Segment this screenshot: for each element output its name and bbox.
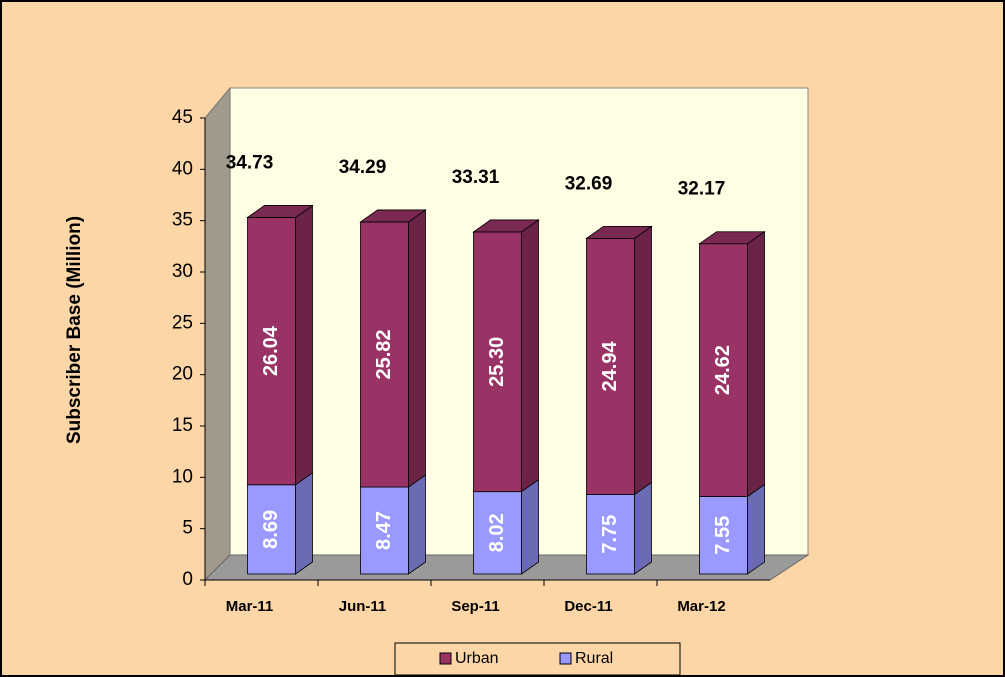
bar-side [634,481,652,575]
bar-side [747,483,765,575]
value-label: 8.47 [373,511,395,550]
bar-side [634,225,652,496]
value-label: 7.55 [712,516,734,555]
bar [473,231,522,493]
x-tick-label: Dec-11 [564,598,612,615]
y-tick-label: 30 [172,261,193,282]
value-label: 25.82 [373,329,395,379]
y-axis-label: Subscriber Base (Million) [64,216,85,444]
value-label: 8.69 [260,510,282,549]
y-tick-label: 25 [172,312,193,333]
bar-top [246,205,314,218]
x-tick-label: Mar-12 [677,598,725,615]
bar-side [521,478,539,575]
value-label: 7.75 [599,515,621,554]
y-tick-label: 40 [172,158,193,179]
bar-top [472,219,540,233]
bar [360,486,409,575]
value-label: 25.30 [486,337,508,387]
value-label: 26.04 [260,325,282,376]
x-tick-label: Sep-11 [451,598,499,615]
bar [699,243,748,497]
bar-top [585,225,653,239]
legend-swatch [559,652,572,665]
y-tick-label: 20 [172,364,193,385]
value-label: 8.02 [486,513,508,552]
y-tick-label: 5 [182,518,193,539]
total-label: 34.73 [226,152,274,173]
bar-side [408,209,426,488]
x-tick-label: Mar-11 [226,598,274,615]
bar-side [747,230,765,498]
y-tick-label: 35 [172,210,193,231]
bar-side [295,204,313,486]
y-tick-label: 0 [182,569,193,590]
bar [473,491,522,575]
value-label: 24.62 [712,345,734,395]
total-label: 32.17 [678,179,726,200]
bar [699,496,748,575]
bar-side [521,219,539,493]
bar-top [698,231,766,245]
legend-label: Urban [455,650,499,667]
y-tick-label: 45 [172,107,193,128]
y-tick-label: 10 [172,466,193,487]
legend-label: Rural [575,650,613,667]
y-tick-label: 15 [172,415,193,436]
legend [394,642,681,676]
legend-swatch [439,652,452,665]
bar [247,217,296,486]
bar-top [359,209,427,223]
total-label: 33.31 [452,167,500,188]
bar [586,494,635,575]
total-label: 34.29 [339,157,387,178]
bar [360,221,409,488]
value-label: 24.94 [599,341,621,392]
bar-side [408,474,426,575]
total-label: 32.69 [565,173,613,194]
x-tick-label: Jun-11 [339,598,387,615]
bar-side [295,472,313,575]
